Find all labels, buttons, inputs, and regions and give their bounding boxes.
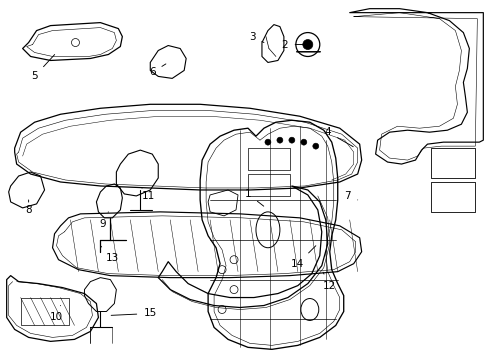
Circle shape xyxy=(289,137,295,143)
Text: 12: 12 xyxy=(323,272,336,291)
Text: 15: 15 xyxy=(111,309,157,319)
Text: 7: 7 xyxy=(344,191,358,201)
Text: 14: 14 xyxy=(291,246,316,269)
Text: 11: 11 xyxy=(142,188,155,201)
Text: 1: 1 xyxy=(245,189,264,206)
Circle shape xyxy=(313,143,319,149)
Circle shape xyxy=(265,139,271,145)
Text: 5: 5 xyxy=(31,55,55,81)
Text: 4: 4 xyxy=(324,127,353,147)
Text: 13: 13 xyxy=(100,246,119,263)
Text: 8: 8 xyxy=(25,200,32,215)
Circle shape xyxy=(301,139,307,145)
Text: 3: 3 xyxy=(248,32,264,42)
Text: 10: 10 xyxy=(50,306,63,323)
Circle shape xyxy=(303,40,313,50)
Text: 6: 6 xyxy=(149,64,166,77)
Text: 2: 2 xyxy=(282,40,305,50)
Circle shape xyxy=(277,137,283,143)
Text: 9: 9 xyxy=(99,212,108,229)
